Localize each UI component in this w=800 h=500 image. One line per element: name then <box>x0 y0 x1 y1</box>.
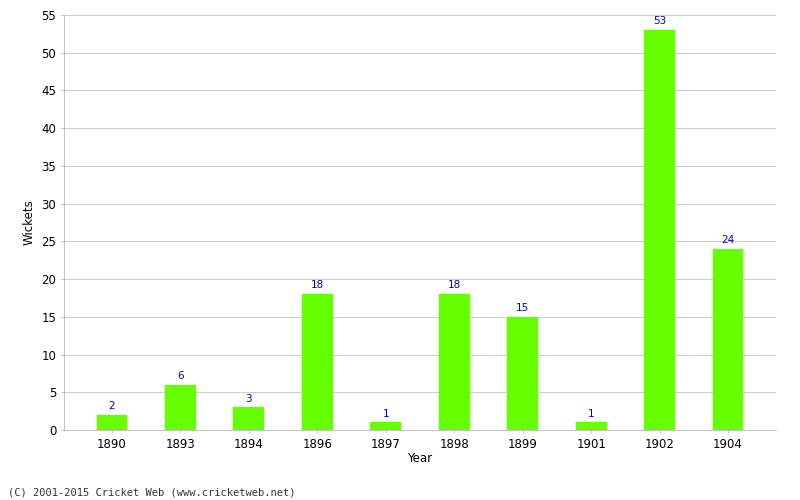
Bar <box>165 384 196 430</box>
Text: 24: 24 <box>722 235 734 245</box>
Bar <box>713 249 743 430</box>
Bar <box>234 408 264 430</box>
Bar <box>370 422 401 430</box>
Bar <box>97 415 127 430</box>
Text: 18: 18 <box>448 280 461 290</box>
Text: (C) 2001-2015 Cricket Web (www.cricketweb.net): (C) 2001-2015 Cricket Web (www.cricketwe… <box>8 488 295 498</box>
Bar <box>302 294 333 430</box>
Text: 3: 3 <box>246 394 252 404</box>
Text: 18: 18 <box>310 280 324 290</box>
Y-axis label: Wickets: Wickets <box>23 200 36 246</box>
Text: 53: 53 <box>653 16 666 26</box>
Text: 2: 2 <box>109 401 115 411</box>
Bar <box>644 30 675 430</box>
Text: 15: 15 <box>516 303 530 313</box>
Bar <box>507 317 538 430</box>
Bar <box>576 422 606 430</box>
X-axis label: Year: Year <box>407 452 433 465</box>
Text: 1: 1 <box>588 408 594 418</box>
Text: 1: 1 <box>382 408 389 418</box>
Bar <box>439 294 470 430</box>
Text: 6: 6 <box>177 371 184 381</box>
